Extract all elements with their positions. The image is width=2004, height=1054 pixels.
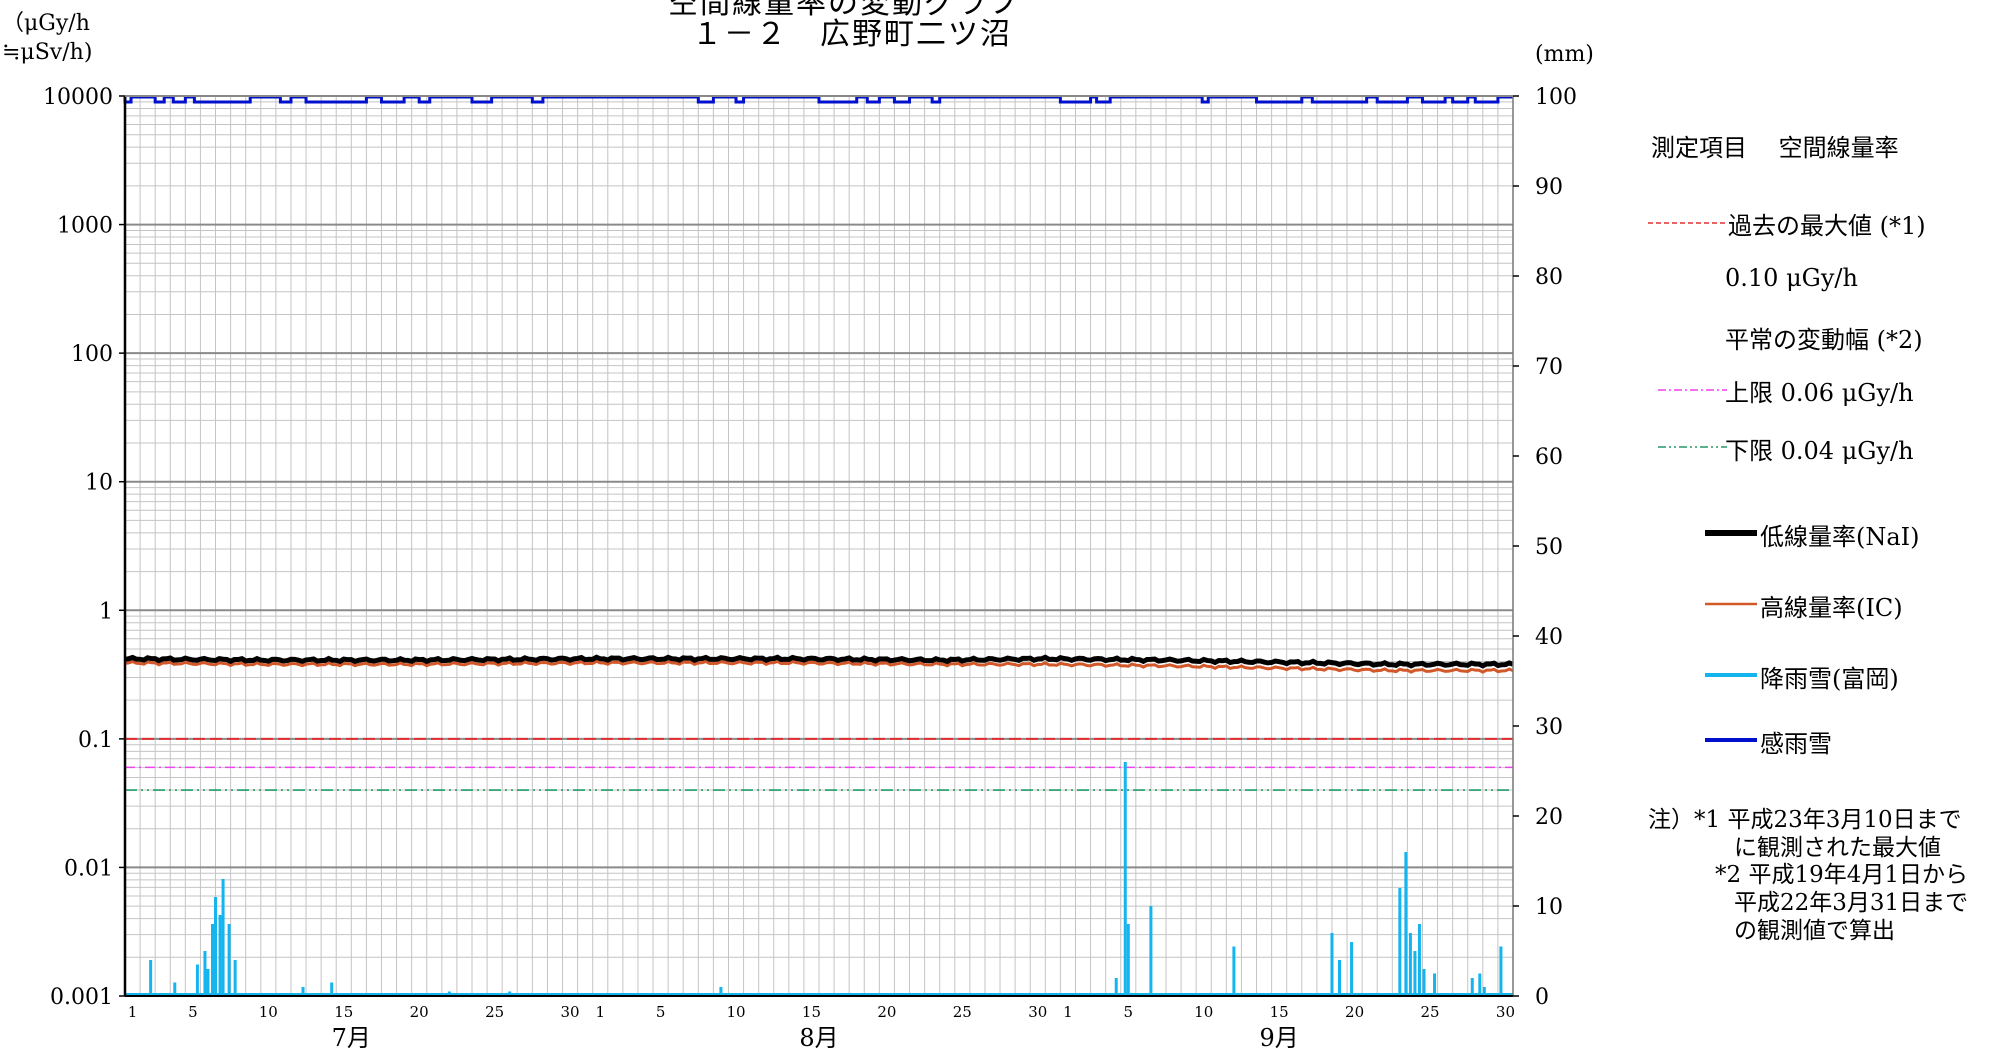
left-axis-unit-line1: （μGy/h [2,11,90,36]
day-tick-label: 15 [334,1003,353,1021]
reference-lines [125,737,1513,791]
note-line3: *2 平成19年4月1日から [1715,862,1968,888]
note-line1: 注）*1 平成23年3月10日まで [1648,807,1962,833]
day-tick-label: 10 [259,1003,278,1021]
right-tick-label: 100 [1535,85,1577,110]
sense-series [123,95,1513,104]
day-tick-label: 5 [188,1003,198,1021]
right-tick-label: 10 [1535,895,1563,920]
right-tick-label: 80 [1535,265,1563,290]
day-tick-label: 25 [1420,1003,1439,1021]
day-tick-label: 5 [1124,1003,1134,1021]
ic-series-line [124,659,1514,674]
note-line5: の観測値で算出 [1734,918,1895,944]
day-tick-label: 20 [410,1003,429,1021]
chart-title-line1: 空間線量率の変動グラフ [668,0,1020,21]
legend-lower: 下限 0.04 μGy/h [1725,437,1914,465]
day-tick-label: 1 [1063,1003,1073,1021]
legend-past-max: 過去の最大値 (*1) [1728,212,1926,240]
right-tick-label: 0 [1535,985,1549,1010]
month-label: 7月 [332,1024,371,1052]
right-tick-label: 60 [1535,445,1563,470]
day-tick-label: 15 [802,1003,821,1021]
right-tick-label: 70 [1535,355,1563,380]
left-tick-label: 1 [99,599,113,624]
left-tick-label: 0.01 [64,856,113,881]
chart-title: １－２ 広野町二ツ沼 [692,17,1012,52]
note-line4: 平成22年3月31日まで [1734,890,1969,916]
legend-ic: 高線量率(IC) [1760,594,1903,622]
legend-nai: 低線量率(NaI) [1760,523,1920,551]
day-tick-label: 30 [1028,1003,1047,1021]
day-tick-label: 30 [1496,1003,1515,1021]
left-tick-label: 1000 [57,214,113,239]
day-tick-label: 25 [953,1003,972,1021]
legend-normal-range: 平常の変動幅 (*2) [1725,326,1923,354]
day-tick-label: 1 [128,1003,138,1021]
day-tick-label: 25 [485,1003,504,1021]
left-axis-unit-line2: ≒μSv/h) [2,40,93,65]
right-tick-label: 40 [1535,625,1563,650]
left-tick-label: 0.001 [50,985,113,1010]
day-tick-label: 5 [656,1003,666,1021]
nai-series-line [124,654,1514,669]
day-tick-label: 20 [877,1003,896,1021]
legend-sense: 感雨雪 [1760,730,1832,758]
chart-grid-minor [124,96,1514,996]
tick-labels: 0.001 0.01 0.1 1 10 100 1000 10000 0 10 20 30 40 50 60… [43,85,1577,1052]
right-tick-label: 50 [1535,535,1563,560]
note-line2: に観測された最大値 [1734,835,1941,861]
day-tick-label: 30 [561,1003,580,1021]
day-tick-label: 10 [1194,1003,1213,1021]
right-tick-label: 20 [1535,805,1563,830]
day-tick-label: 10 [726,1003,745,1021]
left-tick-label: 10 [85,471,113,496]
left-tick-label: 100 [71,342,113,367]
chart-axes [119,95,1519,997]
legend-heading: 測定項目 空間線量率 [1651,134,1899,162]
day-tick-label: 1 [595,1003,605,1021]
right-tick-label: 30 [1535,715,1563,740]
right-tick-label: 90 [1535,175,1563,200]
left-tick-label: 0.1 [78,728,113,753]
legend-swatches [1648,222,1757,742]
month-label: 9月 [1260,1024,1299,1052]
legend-rain: 降雨雪(富岡) [1760,665,1899,693]
right-axis-unit: (mm) [1535,42,1594,67]
day-tick-label: 20 [1345,1003,1364,1021]
day-tick-label: 15 [1270,1003,1289,1021]
legend-past-max-value: 0.10 μGy/h [1725,264,1858,292]
legend-upper: 上限 0.06 μGy/h [1725,379,1914,407]
left-tick-label: 10000 [43,85,113,110]
month-label: 8月 [799,1024,838,1052]
